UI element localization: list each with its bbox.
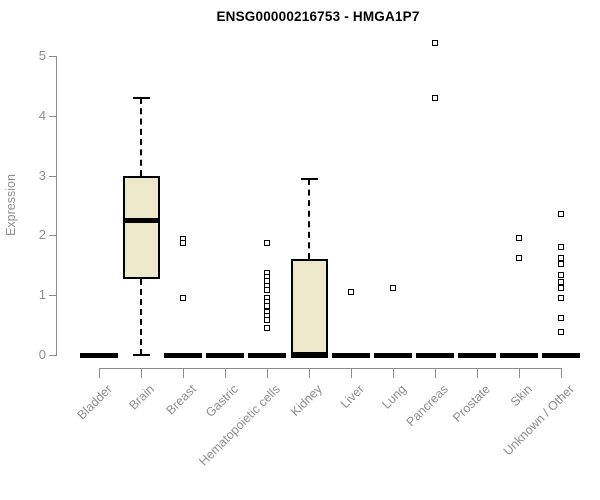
zero-bar — [500, 352, 538, 358]
y-axis-tick — [49, 115, 56, 117]
outlier-point — [180, 294, 186, 301]
outlier-point — [558, 261, 564, 268]
upper-whisker-cap — [132, 96, 150, 100]
outlier-point — [264, 317, 270, 324]
x-axis-tick — [393, 368, 394, 378]
outlier-point — [264, 302, 270, 309]
y-tick-label: 0 — [38, 347, 46, 362]
box-rect — [290, 258, 328, 355]
outlier-point — [558, 295, 564, 302]
outlier-point — [432, 94, 438, 101]
lower-whisker-cap — [132, 353, 150, 356]
outlier-point — [348, 289, 354, 296]
zero-bar — [458, 352, 496, 358]
y-axis-line — [56, 56, 57, 356]
outlier-point — [558, 329, 564, 336]
upper-whisker-cap — [300, 177, 318, 181]
outlier-point — [558, 255, 564, 262]
zero-bar — [206, 352, 244, 358]
y-tick-label: 4 — [38, 107, 46, 123]
outlier-point — [264, 240, 270, 247]
outlier-point — [558, 271, 564, 278]
lower-whisker — [140, 279, 142, 355]
outlier-point — [516, 234, 522, 241]
x-axis-tick — [99, 368, 100, 378]
zero-bar — [164, 352, 202, 358]
x-axis-tick — [309, 368, 310, 378]
outlier-point — [180, 240, 186, 247]
chart-title: ENSG00000216753 - HMGA1P7 — [216, 9, 420, 24]
outlier-point — [390, 285, 396, 292]
median-bar — [290, 352, 328, 358]
x-axis-tick — [519, 368, 520, 378]
y-axis-tick — [49, 175, 56, 177]
zero-bar — [416, 352, 454, 358]
outlier-point — [558, 243, 564, 250]
upper-whisker — [140, 97, 142, 176]
x-axis-tick — [183, 368, 184, 378]
outlier-point — [432, 39, 438, 46]
y-axis-tick — [49, 295, 56, 297]
y-axis-tick — [49, 355, 56, 356]
outlier-point — [558, 279, 564, 286]
y-axis-tick — [49, 235, 56, 237]
outlier-point — [516, 255, 522, 262]
zero-bar — [248, 352, 286, 358]
zero-bar — [542, 352, 580, 358]
outlier-point — [264, 286, 270, 293]
y-axis-tick — [49, 56, 56, 57]
x-axis-tick — [225, 368, 226, 378]
box-rect — [122, 175, 160, 280]
zero-bar — [374, 352, 412, 358]
y-tick-label: 5 — [38, 48, 46, 63]
upper-whisker — [308, 178, 310, 259]
zero-bar — [80, 352, 118, 358]
outlier-point — [264, 325, 270, 332]
zero-bar — [332, 352, 370, 358]
x-axis-line — [99, 368, 562, 369]
x-axis-tick — [477, 368, 478, 378]
y-tick-label: 2 — [38, 227, 46, 243]
outlier-point — [558, 285, 564, 292]
x-axis-tick — [141, 368, 142, 378]
outlier-point — [558, 314, 564, 321]
x-axis-tick — [435, 368, 436, 378]
y-tick-label: 3 — [38, 167, 46, 183]
median-bar — [122, 217, 160, 224]
x-axis-tick — [351, 368, 352, 378]
y-tick-label: 1 — [38, 287, 46, 303]
x-axis-tick — [561, 368, 562, 378]
x-axis-tick — [267, 368, 268, 378]
outlier-point — [558, 210, 564, 217]
